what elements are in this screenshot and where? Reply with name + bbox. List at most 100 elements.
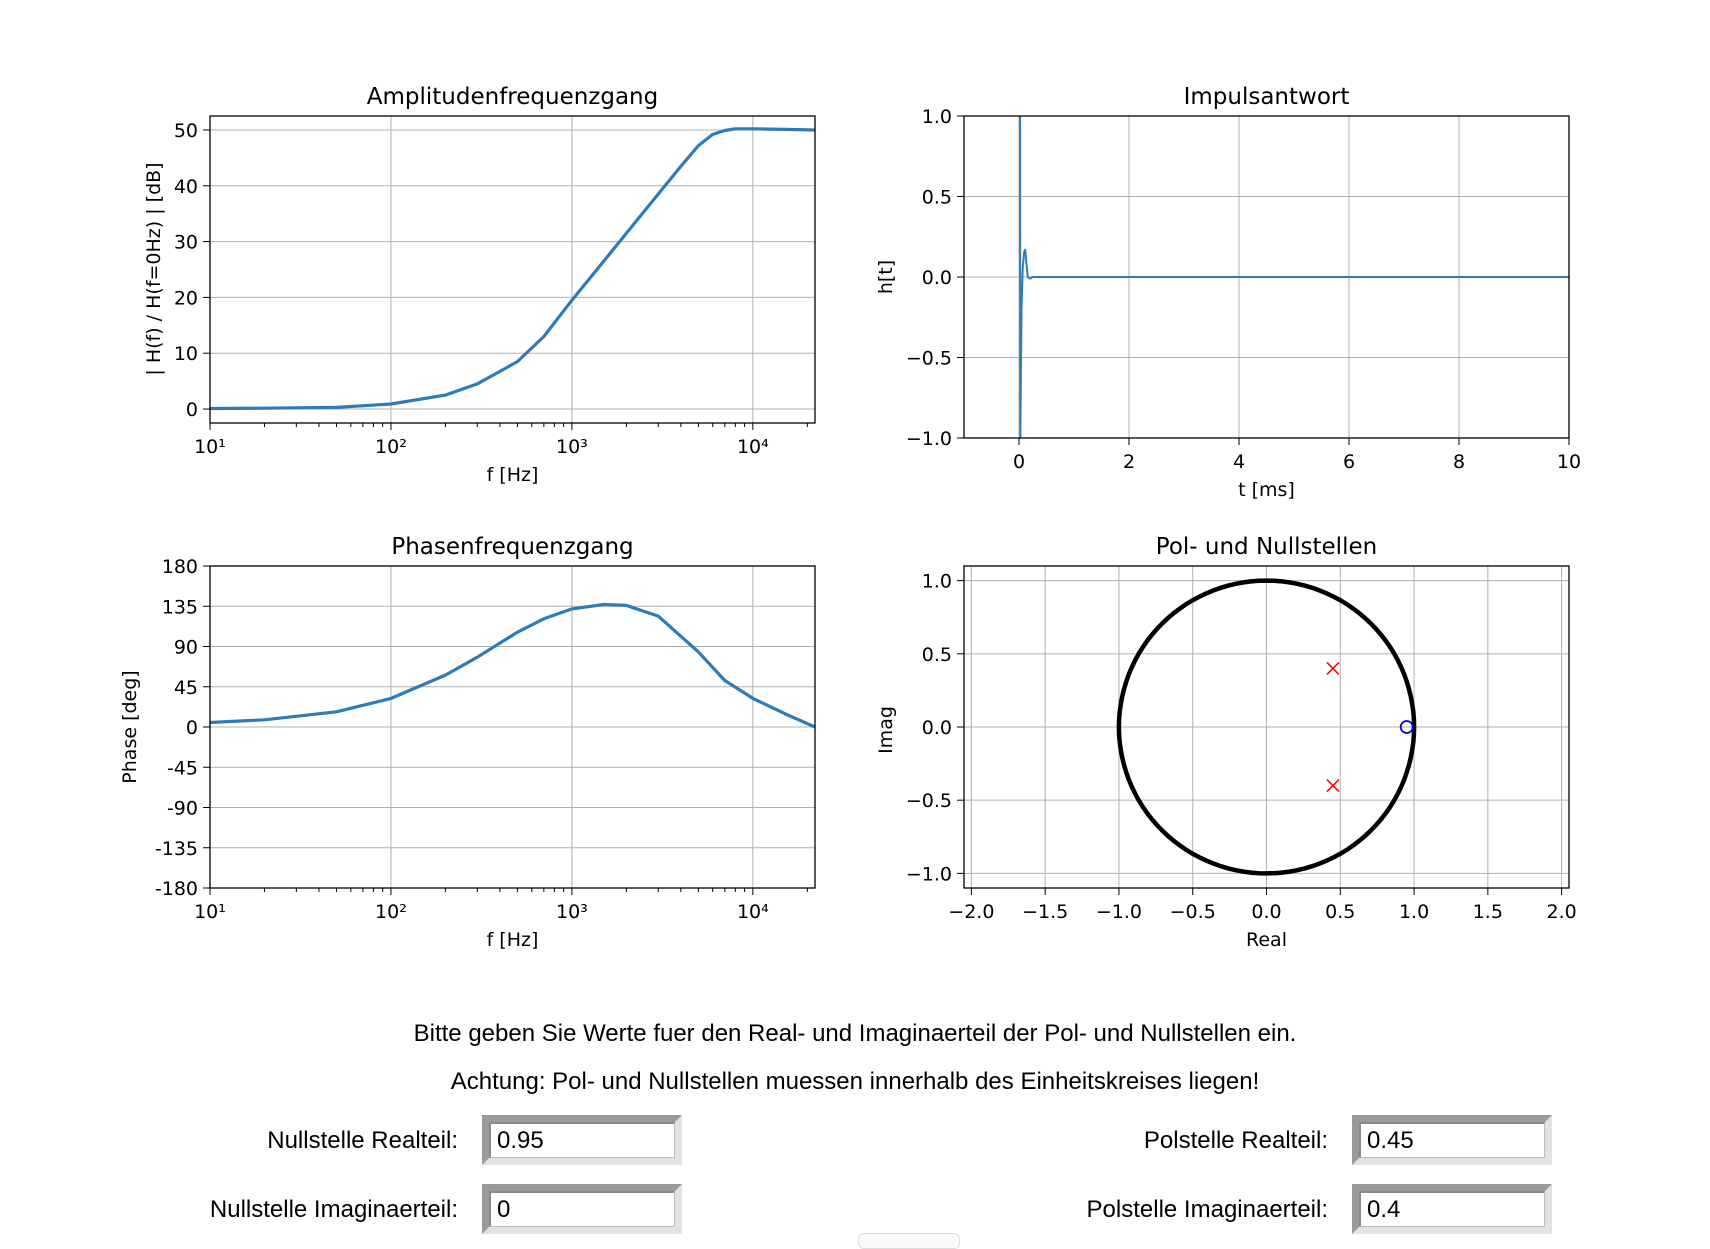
phase-y-tick-label: -180 <box>155 878 198 900</box>
amplitude-x-tick-label: 10¹ <box>194 436 226 458</box>
polezero-frame <box>963 565 1570 889</box>
polezero-content <box>1116 578 1417 876</box>
polezero-x-tick-label: −1.0 <box>1096 901 1142 923</box>
pole-marker <box>1326 661 1340 675</box>
zero-imag-label: Nullstelle Imaginaerteil: <box>209 1196 458 1223</box>
polezero-y-tick-label: 1.0 <box>922 571 952 593</box>
polezero-x-tick-label: 2.0 <box>1547 901 1577 923</box>
phase-content <box>210 602 815 729</box>
amplitude-y-tick-label: 30 <box>174 232 198 254</box>
zero-real-input[interactable] <box>489 1122 675 1158</box>
amplitude-x-tick-label: 10³ <box>556 436 588 458</box>
amplitude-y-tick-label: 10 <box>174 343 198 365</box>
polezero-x-label: Real <box>1246 929 1287 951</box>
impulse-y-tick-label: −1.0 <box>906 428 952 450</box>
amplitude-frame <box>209 115 816 424</box>
instruction-text: Bitte geben Sie Werte fuer den Real- und… <box>413 1020 1297 1047</box>
amplitude-series-line <box>210 127 815 411</box>
pole-real-input[interactable] <box>1359 1122 1545 1158</box>
zero-imag-field[interactable] <box>482 1184 682 1234</box>
amplitude-y-tick-label: 40 <box>174 176 198 198</box>
phase-x-tick-label: 10¹ <box>194 901 226 923</box>
pole-marker <box>1326 779 1340 793</box>
amplitude-x-label: f [Hz] <box>487 464 539 486</box>
polezero-x-tick-label: −0.5 <box>1170 901 1216 923</box>
zero-real-field[interactable] <box>482 1115 682 1165</box>
phase-x-tick-label: 10³ <box>556 901 588 923</box>
hidden-button[interactable] <box>858 1233 960 1249</box>
phase-y-tick-label: -90 <box>167 798 198 820</box>
polezero-y-tick-label: 0.0 <box>922 717 952 739</box>
polezero-title: Pol- und Nullstellen <box>1156 534 1377 560</box>
phase-x-tick-label: 10⁴ <box>737 901 769 923</box>
pole-imag-field[interactable] <box>1352 1184 1552 1234</box>
zero-marker <box>1399 720 1414 734</box>
phase-title: Phasenfrequenzgang <box>391 534 633 560</box>
impulse-x-tick-label: 8 <box>1453 451 1465 473</box>
impulse-y-tick-label: −0.5 <box>906 348 952 370</box>
impulse-title: Impulsantwort <box>1184 84 1350 110</box>
amplitude-grid <box>203 116 815 430</box>
amplitude-title: Amplitudenfrequenzgang <box>367 84 659 110</box>
impulse-series-line <box>1018 116 1569 438</box>
pole-real-field[interactable] <box>1352 1115 1552 1165</box>
phase-y-tick-label: 90 <box>174 637 198 659</box>
phase-series-line <box>210 602 815 729</box>
phase-y-tick-label: -45 <box>167 757 198 779</box>
polezero-grid <box>957 566 1569 895</box>
phase-x-tick-label: 10² <box>375 901 407 923</box>
phase-y-tick-label: 180 <box>162 556 198 578</box>
polezero-y-label: Imag <box>875 706 897 754</box>
phase-plot: 10¹ 10² 10³ 10⁴ 180 135 90 45 0 -45 -90 -135 -180 Pha… <box>119 534 816 951</box>
figure: 10¹ 10² 10³ 10⁴50403020100Amplitudenfrequen… <box>119 84 1581 951</box>
amplitude-content <box>210 127 815 411</box>
impulse-x-tick-label: 0 <box>1013 451 1025 473</box>
phase-frame <box>209 565 816 889</box>
amplitude-y-tick-label: 20 <box>174 287 198 309</box>
pole-marker-stroke <box>1326 779 1340 793</box>
amplitude-y-tick-label: 50 <box>174 120 198 142</box>
polezero-x-tick-label: 1.0 <box>1399 901 1429 923</box>
phase-grid <box>203 565 815 895</box>
pole-real-label: Polstelle Realteil: <box>1143 1127 1328 1154</box>
pole-imag-label: Polstelle Imaginaerteil: <box>1086 1196 1328 1223</box>
polezero-y-tick-label: 0.5 <box>922 644 952 666</box>
amplitude-x-tick-label: 10⁴ <box>737 436 769 458</box>
phase-y-tick-label: 45 <box>174 677 198 699</box>
unit-circle <box>1116 578 1417 876</box>
impulse-x-label: t [ms] <box>1238 479 1295 501</box>
amplitude-plot: 10¹ 10² 10³ 10⁴ 50 40 30 20 10 0 Amplitudenfrequen… <box>143 84 816 486</box>
zero-real-label: Nullstelle Realteil: <box>267 1127 458 1154</box>
impulse-y-tick-label: 1.0 <box>922 106 952 128</box>
impulse-content <box>1018 116 1569 438</box>
polezero-y-tick-label: −0.5 <box>906 790 952 812</box>
phase-y-tick-label: -135 <box>155 838 198 860</box>
phase-y-tick-label: 0 <box>186 717 198 739</box>
polezero-plot: −2.0 −1.5 −1.0 −0.5 0.0 0.5 1.0 1.5 2.0 1.0 0.5 0.0… <box>875 534 1577 951</box>
amplitude-x-tick-label: 10² <box>375 436 407 458</box>
polezero-x-tick-label: 1.5 <box>1473 901 1503 923</box>
phase-y-tick-label: 135 <box>162 596 198 618</box>
warning-text: Achtung: Pol- und Nullstellen muessen in… <box>450 1068 1260 1095</box>
impulse-x-tick-label: 10 <box>1557 451 1581 473</box>
impulse-plot: 0 2 4 6 8 10 1.0 0.5 0.0 −0.5 −1.0 Impulsantwort t [… <box>875 84 1581 501</box>
amplitude-y-label: | H(f) / H(f=0Hz) | [dB] <box>143 162 165 375</box>
impulse-x-tick-label: 6 <box>1343 451 1355 473</box>
polezero-y-tick-label: −1.0 <box>906 863 952 885</box>
pole-imag-input[interactable] <box>1359 1191 1545 1227</box>
polezero-x-tick-label: 0.5 <box>1325 901 1355 923</box>
impulse-y-tick-label: 0.0 <box>922 267 952 289</box>
impulse-x-tick-label: 4 <box>1233 451 1245 473</box>
amplitude-y-tick-label: 0 <box>186 399 198 421</box>
impulse-y-tick-label: 0.5 <box>922 187 952 209</box>
phase-y-label: Phase [deg] <box>119 670 141 783</box>
impulse-frame <box>963 115 1570 439</box>
polezero-x-tick-label: −2.0 <box>948 901 994 923</box>
pole-marker-stroke <box>1326 661 1340 675</box>
polezero-x-tick-label: −1.5 <box>1022 901 1068 923</box>
zero-imag-input[interactable] <box>489 1191 675 1227</box>
polezero-x-tick-label: 0.0 <box>1251 901 1281 923</box>
impulse-y-label: h[t] <box>875 260 897 294</box>
impulse-x-tick-label: 2 <box>1123 451 1135 473</box>
phase-x-label: f [Hz] <box>487 929 539 951</box>
